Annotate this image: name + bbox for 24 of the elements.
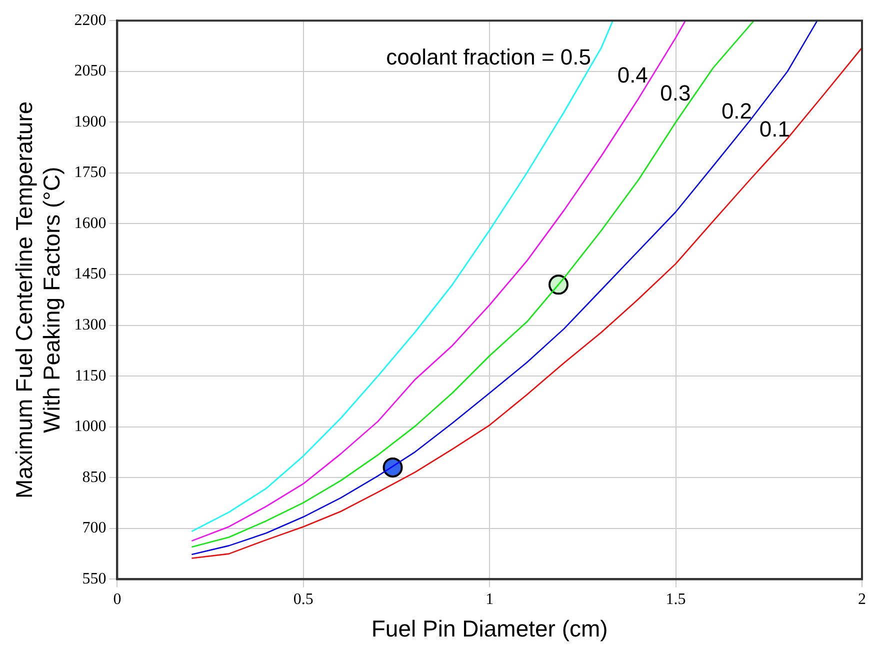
y-tick-label: 1450	[74, 266, 106, 283]
y-tick-label: 1300	[74, 316, 106, 334]
series-label: coolant fraction = 0.5	[386, 44, 591, 70]
x-tick-label: 0	[113, 591, 122, 608]
y-tick-label: 2200	[74, 12, 106, 29]
y-tick-label: 1750	[74, 164, 106, 182]
x-axis-title: Fuel Pin Diameter (cm)	[371, 616, 608, 642]
series-label: 0.1	[759, 116, 790, 142]
y-tick-label: 1600	[74, 214, 106, 232]
x-tick-label: 1.5	[666, 591, 686, 608]
y-tick-label: 850	[82, 468, 106, 486]
y-axis-title: Maximum Fuel Centerline Temperature With Peaking Factors (°C)	[11, 101, 65, 498]
y-tick-label: 700	[82, 520, 106, 537]
y-tick-label: 550	[82, 570, 106, 588]
series-label: 0.4	[617, 62, 648, 88]
y-tick-label: 1900	[74, 113, 106, 130]
x-tick-label: 0.5	[293, 591, 314, 608]
y-tick-label: 2050	[74, 62, 106, 80]
series-label: 0.2	[721, 98, 752, 124]
y-tick-label: 1000	[74, 418, 106, 436]
x-tick-label: 1	[486, 591, 494, 608]
x-tick-label: 2	[858, 591, 866, 608]
y-tick-label: 1150	[74, 367, 106, 384]
series-label: 0.3	[660, 80, 691, 106]
